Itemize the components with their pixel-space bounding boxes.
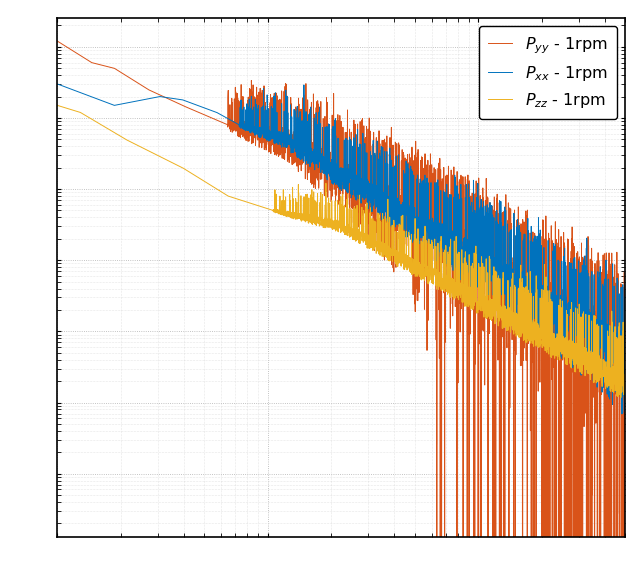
$P_{zz}$ - 1rpm [466,295,474,302]
$P_{xx}$ - 1rpm [54,81,61,88]
$P_{xx}$ - 1rpm [621,353,629,360]
$P_{yy}$ - 1rpm [466,268,474,275]
$P_{yy}$ - 1rpm [292,152,300,159]
$P_{xx}$ - 1rpm [297,155,304,162]
$P_{zz}$ - 1rpm [54,102,61,109]
Line: $P_{xx}$ - 1rpm: $P_{xx}$ - 1rpm [57,84,625,414]
Legend: $P_{yy}$ - 1rpm, $P_{xx}$ - 1rpm, $P_{zz}$ - 1rpm: $P_{yy}$ - 1rpm, $P_{xx}$ - 1rpm, $P_{zz… [479,26,617,119]
Line: $P_{yy}$ - 1rpm: $P_{yy}$ - 1rpm [57,41,625,584]
$P_{yy}$ - 1rpm [576,406,584,413]
$P_{xx}$ - 1rpm [618,411,626,418]
$P_{yy}$ - 1rpm [297,157,304,164]
$P_{yy}$ - 1rpm [54,37,61,44]
$P_{xx}$ - 1rpm [323,176,331,183]
$P_{yy}$ - 1rpm [621,388,629,395]
$P_{yy}$ - 1rpm [323,152,331,159]
$P_{zz}$ - 1rpm [621,398,629,405]
$P_{xx}$ - 1rpm [575,356,583,363]
$P_{zz}$ - 1rpm [604,383,612,390]
$P_{xx}$ - 1rpm [292,140,300,147]
$P_{zz}$ - 1rpm [323,217,331,224]
$P_{xx}$ - 1rpm [604,356,612,363]
Line: $P_{zz}$ - 1rpm: $P_{zz}$ - 1rpm [57,105,625,401]
$P_{zz}$ - 1rpm [297,211,304,218]
$P_{xx}$ - 1rpm [466,241,474,248]
$P_{zz}$ - 1rpm [575,348,583,355]
$P_{zz}$ - 1rpm [292,210,300,217]
